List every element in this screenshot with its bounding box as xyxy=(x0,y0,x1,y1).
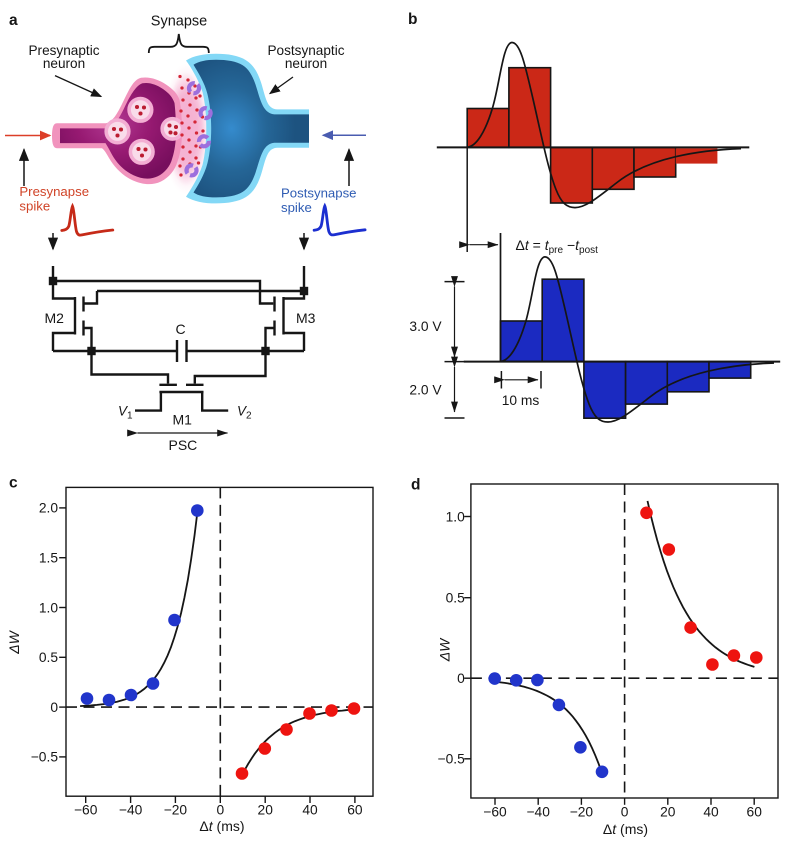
svg-text:0: 0 xyxy=(621,805,629,820)
svg-text:neuron: neuron xyxy=(43,56,85,71)
svg-text:Synapse: Synapse xyxy=(151,14,207,30)
svg-text:c: c xyxy=(9,475,18,492)
svg-text:spike: spike xyxy=(19,199,50,214)
svg-text:60: 60 xyxy=(747,805,763,820)
svg-text:−20: −20 xyxy=(570,805,594,820)
svg-text:2.0: 2.0 xyxy=(39,501,59,516)
svg-text:60: 60 xyxy=(347,803,363,818)
svg-text:10 ms: 10 ms xyxy=(502,393,540,408)
svg-text:40: 40 xyxy=(703,805,719,820)
svg-text:−40: −40 xyxy=(119,803,143,818)
svg-text:d: d xyxy=(411,477,420,494)
svg-text:0.5: 0.5 xyxy=(446,591,466,606)
svg-text:neuron: neuron xyxy=(285,56,327,71)
svg-text:0.5: 0.5 xyxy=(39,650,59,665)
svg-text:b: b xyxy=(408,11,417,28)
svg-text:−0.5: −0.5 xyxy=(438,752,466,767)
svg-text:PSC: PSC xyxy=(169,437,198,453)
svg-text:Postsynapse: Postsynapse xyxy=(281,186,357,201)
svg-text:M1: M1 xyxy=(173,412,193,428)
svg-text:1.5: 1.5 xyxy=(39,551,59,566)
svg-text:M2: M2 xyxy=(45,310,65,326)
svg-text:C: C xyxy=(176,321,186,337)
svg-text:−0.5: −0.5 xyxy=(31,750,59,765)
svg-text:ΔW: ΔW xyxy=(6,629,22,654)
svg-text:40: 40 xyxy=(302,803,318,818)
svg-text:1.0: 1.0 xyxy=(39,600,59,615)
svg-text:M3: M3 xyxy=(296,310,316,326)
svg-text:Δt (ms): Δt (ms) xyxy=(199,818,244,834)
svg-text:−40: −40 xyxy=(526,805,550,820)
svg-text:Δt (ms): Δt (ms) xyxy=(603,821,648,837)
svg-text:2.0 V: 2.0 V xyxy=(409,383,442,398)
svg-text:20: 20 xyxy=(660,805,676,820)
svg-text:a: a xyxy=(9,12,18,29)
svg-text:Postsynaptic: Postsynaptic xyxy=(267,43,344,58)
svg-text:0: 0 xyxy=(457,671,465,686)
svg-text:ΔW: ΔW xyxy=(437,637,453,662)
svg-text:0: 0 xyxy=(216,803,224,818)
svg-text:Presynapse: Presynapse xyxy=(19,184,89,199)
svg-text:−60: −60 xyxy=(483,805,507,820)
svg-text:−20: −20 xyxy=(164,803,188,818)
svg-text:Presynaptic: Presynaptic xyxy=(28,43,99,58)
svg-text:spike: spike xyxy=(281,200,312,215)
svg-text:−60: −60 xyxy=(74,803,98,818)
svg-text:3.0 V: 3.0 V xyxy=(409,319,442,334)
svg-text:20: 20 xyxy=(258,803,274,818)
svg-text:Δt = tpre −tpost: Δt = tpre −tpost xyxy=(516,237,599,256)
svg-text:0: 0 xyxy=(50,700,58,715)
svg-text:1.0: 1.0 xyxy=(446,509,466,524)
